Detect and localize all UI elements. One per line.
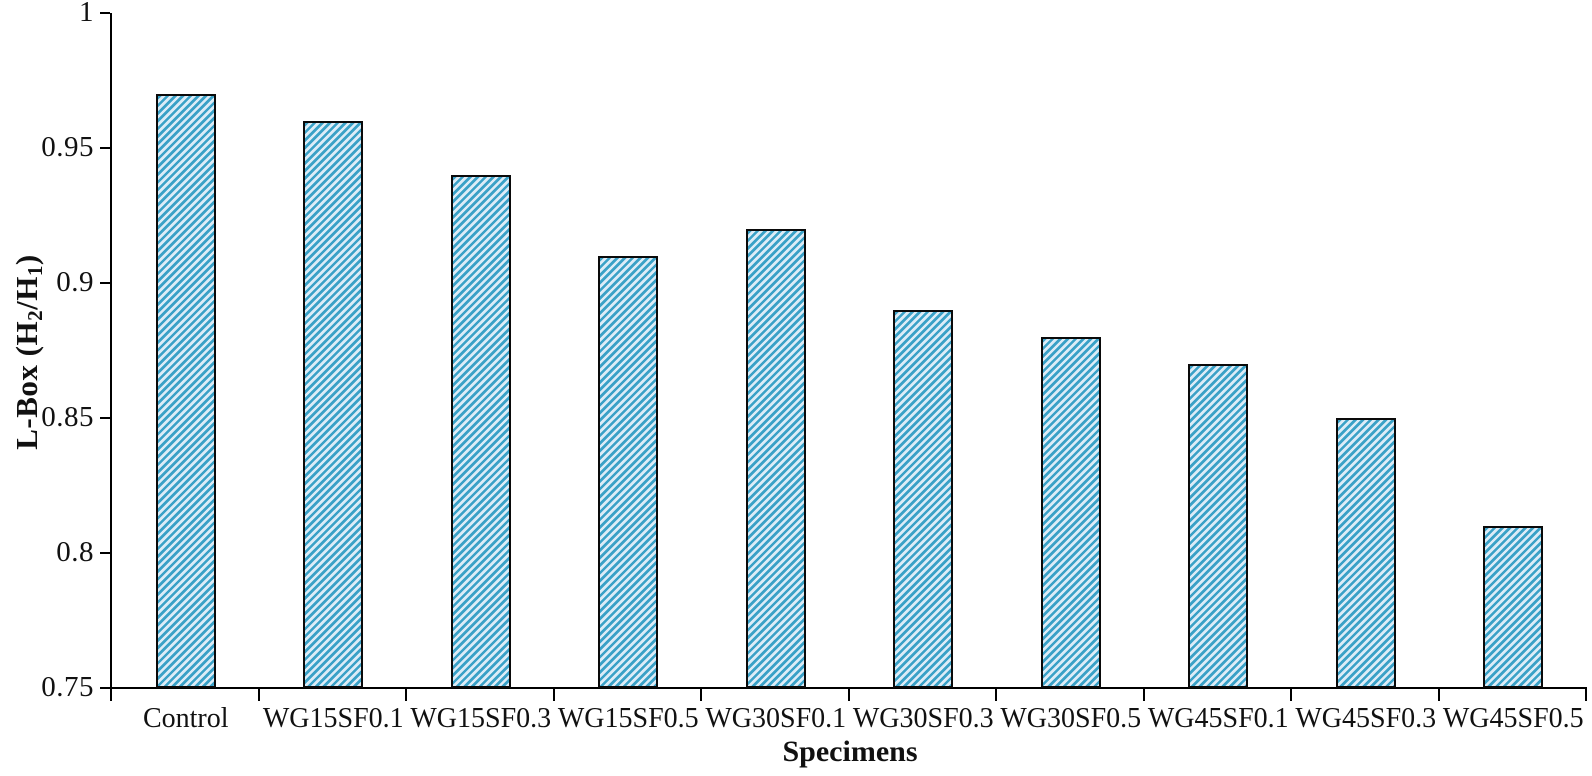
bar-WG30SF0.1 (745, 229, 806, 688)
y-tick (100, 147, 110, 149)
y-tick-label: 0.8 (56, 536, 94, 568)
x-tick (700, 689, 702, 701)
y-tick-label: 0.95 (41, 131, 94, 163)
x-category-label: WG45SF0.5 (1442, 703, 1584, 734)
y-tick (100, 282, 110, 284)
x-tick (110, 689, 112, 701)
bar-WG30SF0.5 (1040, 337, 1101, 688)
x-category-label: WG15SF0.5 (557, 703, 699, 734)
x-tick (552, 689, 555, 701)
x-category-label: WG15SF0.1 (262, 703, 404, 734)
y-tick (100, 687, 110, 689)
x-category-label: WG45SF0.3 (1295, 703, 1437, 734)
x-tick (1142, 689, 1145, 701)
bar-WG45SF0.1 (1188, 364, 1249, 688)
y-tick-label: 0.9 (56, 266, 94, 298)
y-tick-label: 0.85 (41, 401, 94, 433)
x-tick (1437, 689, 1440, 701)
y-tick (100, 12, 110, 14)
x-tick (405, 689, 407, 701)
x-category-label: WG30SF0.3 (852, 703, 994, 734)
x-tick (1585, 689, 1587, 701)
x-axis-title: Specimens (782, 735, 918, 768)
x-axis-line (110, 687, 1587, 689)
x-tick (847, 689, 850, 701)
y-tick-label: 0.75 (41, 671, 94, 703)
x-category-label: WG45SF0.1 (1147, 703, 1289, 734)
bar-WG45SF0.5 (1483, 526, 1544, 688)
y-tick-label: 1 (79, 0, 94, 28)
y-tick (100, 417, 110, 419)
bar-WG15SF0.3 (450, 175, 511, 688)
x-category-label: Control (142, 703, 229, 734)
x-tick (995, 689, 997, 701)
x-tick (257, 689, 260, 701)
bar-Control (155, 94, 216, 688)
x-category-label: WG30SF0.5 (1000, 703, 1142, 734)
bar-WG15SF0.5 (598, 256, 659, 688)
x-category-label: WG15SF0.3 (410, 703, 552, 734)
bar-WG15SF0.1 (303, 121, 364, 688)
y-axis-title-subscript: 2 (22, 309, 47, 321)
x-tick (1290, 689, 1292, 701)
y-axis-title-text: ) (9, 254, 44, 266)
bar-WG45SF0.3 (1335, 418, 1396, 688)
y-tick (100, 552, 110, 554)
x-category-label: WG30SF0.1 (705, 703, 847, 734)
y-axis-line (110, 13, 112, 690)
bar-WG30SF0.3 (893, 310, 954, 688)
